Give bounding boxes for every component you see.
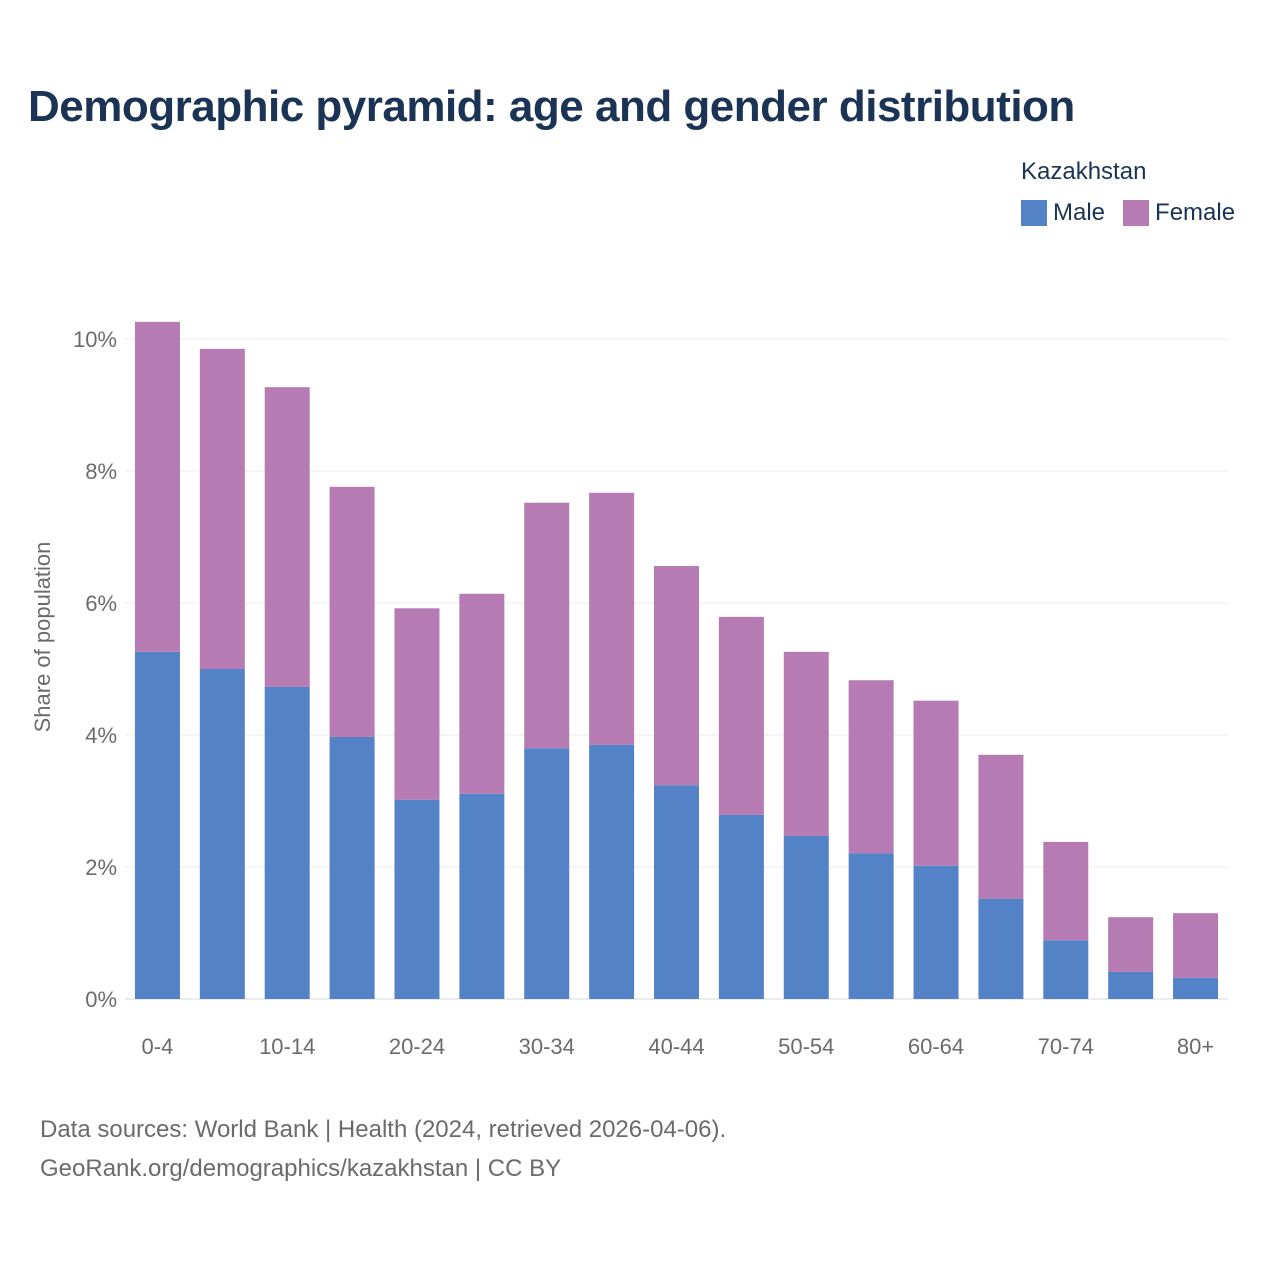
footer-credit: GeoRank.org/demographics/kazakhstan | CC… — [40, 1155, 562, 1182]
bar-female-20-24 — [394, 608, 440, 800]
y-tick-label: 8% — [85, 459, 117, 484]
legend-item-male[interactable]: Male — [1021, 199, 1105, 227]
chart-title: Demographic pyramid: age and gender dist… — [28, 82, 1075, 131]
legend-title: Kazakhstan — [1021, 158, 1147, 185]
bar-male-70-74 — [1043, 940, 1089, 999]
bar-female-5-9 — [199, 348, 245, 669]
x-tick-label: 60-64 — [908, 1034, 964, 1059]
legend-swatch-male — [1021, 200, 1047, 226]
bar-male-55-59 — [848, 853, 894, 999]
x-tick-label: 20-24 — [389, 1034, 445, 1059]
bar-male-20-24 — [394, 799, 440, 999]
bar-male-45-49 — [718, 814, 764, 999]
bar-female-55-59 — [848, 680, 894, 854]
bar-male-40-44 — [654, 785, 699, 999]
bar-female-50-54 — [783, 651, 829, 836]
x-tick-label: 70-74 — [1038, 1034, 1094, 1059]
x-tick-label: 80+ — [1177, 1034, 1214, 1059]
bar-female-40-44 — [654, 566, 699, 786]
bar-female-65-69 — [978, 754, 1024, 899]
bar-female-0-4 — [134, 321, 180, 652]
bar-female-70-74 — [1043, 841, 1089, 941]
bar-male-15-19 — [329, 736, 375, 999]
x-tick-label: 10-14 — [259, 1034, 315, 1059]
bar-female-75-79 — [1108, 917, 1154, 972]
bar-male-10-14 — [264, 686, 310, 999]
bar-female-30-34 — [524, 502, 570, 749]
bar-male-25-29 — [459, 793, 505, 999]
y-tick-label: 2% — [85, 855, 117, 880]
bar-male-0-4 — [134, 651, 180, 999]
bar-female-35-39 — [589, 492, 635, 745]
bar-female-15-19 — [329, 486, 375, 737]
bar-male-5-9 — [199, 669, 245, 999]
y-axis-label: Share of population — [30, 542, 55, 733]
y-tick-label: 4% — [85, 723, 117, 748]
legend-swatch-female — [1123, 200, 1150, 226]
x-tick-label: 50-54 — [778, 1034, 834, 1059]
bar-female-80+ — [1173, 913, 1219, 978]
bar-female-10-14 — [264, 387, 310, 687]
bar-male-80+ — [1173, 977, 1219, 999]
bar-male-30-34 — [524, 748, 570, 999]
legend-label-male: Male — [1053, 199, 1106, 226]
x-tick-label: 0-4 — [142, 1034, 174, 1059]
y-tick-label: 0% — [85, 987, 117, 1012]
y-tick-label: 6% — [85, 591, 117, 616]
bar-male-35-39 — [589, 744, 635, 999]
legend: Male Female — [1021, 199, 1235, 227]
x-tick-label: 40-44 — [648, 1034, 704, 1059]
bar-female-45-49 — [718, 616, 764, 815]
legend-item-female[interactable]: Female — [1123, 199, 1235, 227]
y-tick-label: 10% — [73, 327, 117, 352]
bar-male-75-79 — [1108, 971, 1154, 999]
legend-label-female: Female — [1155, 199, 1236, 226]
x-tick-label: 30-34 — [519, 1034, 575, 1059]
bar-female-60-64 — [913, 700, 959, 866]
bar-female-25-29 — [459, 593, 505, 794]
bar-male-65-69 — [978, 898, 1024, 999]
bar-male-50-54 — [783, 835, 829, 999]
footer-sources: Data sources: World Bank | Health (2024,… — [40, 1116, 727, 1143]
bar-male-60-64 — [913, 865, 959, 999]
